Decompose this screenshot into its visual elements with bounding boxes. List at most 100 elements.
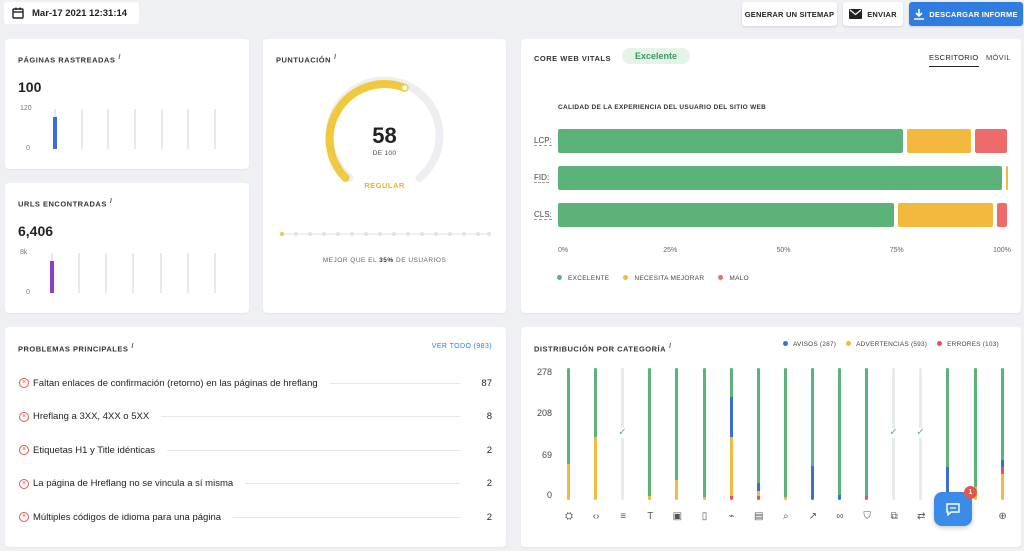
tab-mobile[interactable]: MÓVIL	[986, 53, 1011, 62]
cwv-bar-fid-mid[interactable]	[1006, 166, 1009, 190]
cwv-bars: LCP: FID: CLS: 0% 25% 50% 75% 100%	[521, 39, 1021, 313]
distribution-segment-warning	[1000, 473, 1004, 500]
problem-count: 8	[486, 411, 492, 422]
cwv-label-fid: FID:	[534, 173, 550, 183]
urls-y-bottom: 0	[26, 289, 30, 296]
crawled-pages-value: 100	[18, 79, 42, 95]
distribution-column[interactable]	[1000, 368, 1004, 500]
distribution-segment-error	[729, 496, 733, 500]
category-icon[interactable]: ⌕	[782, 511, 789, 522]
urls-mini-chart	[50, 253, 216, 293]
distribution-column[interactable]	[973, 368, 977, 500]
distribution-column[interactable]	[675, 368, 679, 500]
problem-count: 2	[486, 511, 492, 523]
cwv-label-cls: CLS:	[534, 210, 552, 220]
distribution-column[interactable]	[702, 368, 706, 500]
category-icon[interactable]: ⌁	[728, 511, 735, 522]
distribution-column[interactable]	[946, 368, 950, 500]
distribution-column[interactable]	[838, 368, 841, 500]
date-picker[interactable]: Mar-17 2021 12:31:14	[4, 2, 139, 24]
distribution-segment-warning	[567, 464, 570, 500]
problem-text[interactable]: Faltan enlaces de confirmación (retorno)…	[33, 377, 318, 389]
error-icon: ×	[19, 411, 29, 422]
distribution-segment-notice	[810, 465, 814, 500]
problem-row[interactable]: × Múltiples códigos de idioma para una pá…	[19, 509, 492, 525]
core-web-vitals-card: CORE WEB VITALS Excelente ESCRITORIO MÓV…	[521, 39, 1021, 313]
chat-notification-badge: 1	[964, 486, 977, 499]
score-gauge	[325, 76, 444, 182]
distribution-column[interactable]	[729, 368, 733, 500]
urls-found-title: URLS ENCONTRADAS i	[18, 198, 113, 209]
category-icon[interactable]: ↗	[808, 511, 818, 522]
problem-row[interactable]: × Faltan enlaces de confirmación (retorno…	[19, 375, 492, 391]
distribution-segment-warning	[702, 497, 706, 500]
category-icon[interactable]: ⧉	[890, 511, 898, 522]
distribution-column[interactable]	[810, 368, 814, 500]
distribution-segment-notice	[838, 494, 841, 500]
problem-text[interactable]: Etiquetas H1 y Title idénticas	[33, 444, 155, 456]
distribution-segment-warning	[594, 436, 598, 500]
cwv-subtitle: CALIDAD DE LA EXPERIENCIA DEL USUARIO DE…	[558, 104, 767, 111]
distribution-column[interactable]	[865, 368, 869, 500]
distribution-segment-notice	[756, 482, 760, 491]
category-icon[interactable]: ≡	[620, 511, 627, 522]
score-value: 58	[372, 123, 397, 148]
calendar-icon	[12, 7, 24, 19]
cwv-bar-lcp-bad[interactable]	[974, 129, 1007, 153]
category-icon[interactable]: ∞	[836, 511, 844, 522]
chat-widget-button[interactable]: 1	[934, 486, 977, 526]
cwv-bar-fid-good[interactable]	[558, 166, 1003, 190]
problem-text[interactable]: Hreflang a 3XX, 4XX o 5XX	[33, 411, 150, 422]
problem-row[interactable]: × La página de Hreflang no se vincula a s…	[19, 476, 492, 492]
category-icon[interactable]: ▯	[701, 511, 708, 522]
category-icon[interactable]: ⇄	[917, 511, 926, 522]
category-icon[interactable]: ⊕	[998, 511, 1007, 522]
distribution-segment-ok	[946, 368, 950, 467]
crawled-pages-title: PÁGINAS RASTREADAS i	[18, 54, 121, 65]
generate-sitemap-label: GENERAR UN SITEMAP	[744, 9, 835, 19]
distribution-column[interactable]	[594, 368, 598, 500]
distribution-column[interactable]	[648, 368, 652, 500]
category-icon[interactable]: ▣	[672, 511, 683, 522]
problem-text[interactable]: La página de Hreflang no se vincula a sí…	[33, 478, 234, 489]
cwv-bar-cls-good[interactable]	[558, 203, 894, 227]
send-label: ENVIAR	[867, 9, 897, 19]
distribution-y-tick: 208	[536, 408, 552, 418]
distribution-segment-ok	[783, 368, 787, 498]
top-problems-card: PROBLEMAS PRINCIPALES i VER TODO (983) × F…	[5, 327, 506, 547]
category-icon[interactable]: ⛭	[565, 511, 573, 522]
distribution-segment-ok	[648, 368, 652, 497]
cwv-bar-cls-bad[interactable]	[997, 203, 1007, 227]
distribution-segment-warning	[729, 436, 733, 497]
problem-row[interactable]: × Etiquetas H1 y Title idénticas 2	[19, 442, 492, 458]
tab-desktop[interactable]: ESCRITORIO	[929, 53, 979, 67]
score-gauge-arc	[325, 80, 409, 182]
distribution-segment-ok	[675, 368, 679, 481]
distribution-column[interactable]	[756, 368, 760, 500]
urls-bar	[50, 261, 54, 293]
problem-row[interactable]: × Hreflang a 3XX, 4XX o 5XX 8	[19, 409, 492, 425]
distribution-y-tick: 278	[536, 367, 552, 377]
distribution-column[interactable]	[567, 368, 570, 500]
mail-icon	[849, 9, 863, 19]
distribution-segment-notice	[946, 467, 950, 494]
cwv-title: CORE WEB VITALS	[534, 54, 611, 63]
download-report-button[interactable]: DESCARGAR INFORME	[909, 2, 1023, 26]
problem-count: 2	[486, 444, 492, 456]
cwv-bar-lcp-mid[interactable]	[906, 129, 971, 153]
cwv-tick: 50%	[776, 247, 791, 254]
distribution-y-tick: 69	[541, 450, 552, 460]
generate-sitemap-button[interactable]: GENERAR UN SITEMAP	[742, 2, 837, 26]
problem-text[interactable]: Múltiples códigos de idioma para una pág…	[33, 511, 222, 523]
cwv-bar-cls-mid[interactable]	[897, 203, 994, 227]
distribution-column[interactable]	[783, 368, 787, 500]
download-label: DESCARGAR INFORME	[929, 9, 1018, 19]
view-all-link[interactable]: VER TODO (983)	[431, 343, 492, 350]
category-icon[interactable]: ‹›	[592, 511, 600, 522]
send-button[interactable]: ENVIAR	[843, 2, 903, 26]
category-icon[interactable]: T	[647, 511, 654, 522]
category-icon[interactable]: ▤	[753, 511, 764, 522]
crawled-y-bottom: 0	[26, 145, 30, 152]
cwv-bar-lcp-good[interactable]	[558, 129, 903, 153]
category-icon[interactable]: ⛉	[863, 511, 871, 522]
